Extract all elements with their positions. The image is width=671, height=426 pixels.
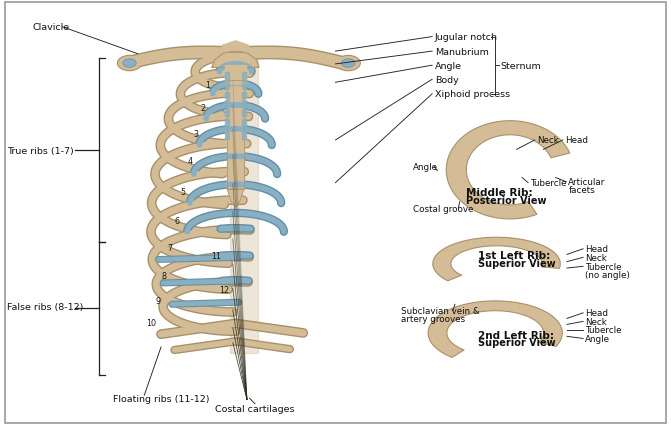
Text: artery grooves: artery grooves (401, 314, 465, 323)
Text: 4: 4 (188, 156, 193, 166)
Text: 5: 5 (180, 187, 185, 196)
Text: Head: Head (565, 136, 588, 145)
Text: Xiphoid process: Xiphoid process (435, 90, 510, 99)
Text: True ribs (1-7): True ribs (1-7) (7, 147, 73, 156)
Text: False ribs (8-12): False ribs (8-12) (7, 302, 83, 311)
Text: 12: 12 (219, 285, 229, 294)
Circle shape (123, 60, 136, 68)
Text: Floating ribs (11-12): Floating ribs (11-12) (113, 394, 209, 403)
Text: 1st Left Rib:: 1st Left Rib: (478, 250, 550, 261)
Circle shape (336, 56, 360, 72)
Text: Neck: Neck (585, 317, 607, 326)
Text: Costal groove: Costal groove (413, 204, 473, 213)
Polygon shape (212, 53, 259, 68)
Text: 9: 9 (155, 296, 160, 305)
Text: 2nd Left Rib:: 2nd Left Rib: (478, 330, 554, 340)
Text: facets: facets (568, 186, 595, 195)
Text: Angle: Angle (585, 334, 610, 343)
Text: Posterior View: Posterior View (466, 195, 547, 205)
Text: Head: Head (585, 308, 608, 318)
Text: Body: Body (435, 75, 458, 85)
Text: Costal cartilages: Costal cartilages (215, 403, 295, 413)
Text: Angle: Angle (435, 61, 462, 71)
Text: 2: 2 (200, 104, 205, 113)
Text: Superior View: Superior View (478, 258, 556, 268)
Text: Tubercle: Tubercle (585, 325, 621, 335)
Text: (no angle): (no angle) (585, 271, 630, 280)
Text: Superior View: Superior View (478, 337, 556, 348)
Text: 11: 11 (211, 251, 221, 260)
PathPatch shape (433, 238, 560, 281)
Text: Middle Rib:: Middle Rib: (466, 187, 533, 198)
Text: 7: 7 (168, 243, 173, 253)
Text: Articular: Articular (568, 178, 606, 187)
Text: Sternum: Sternum (501, 61, 541, 71)
Text: 3: 3 (193, 129, 199, 138)
Text: Manubrium: Manubrium (435, 47, 488, 57)
Text: Subclavian vein &: Subclavian vein & (401, 306, 479, 316)
Text: Tubercle: Tubercle (530, 178, 566, 188)
Circle shape (117, 56, 142, 72)
Text: 6: 6 (174, 216, 180, 225)
PathPatch shape (428, 301, 562, 357)
PathPatch shape (446, 121, 570, 219)
Text: 8: 8 (162, 271, 167, 281)
Text: Jugular notch: Jugular notch (435, 33, 498, 42)
Text: Head: Head (585, 245, 608, 254)
Circle shape (342, 60, 355, 68)
Text: 1: 1 (205, 81, 211, 90)
Polygon shape (221, 42, 250, 51)
Text: Tubercle: Tubercle (585, 262, 621, 271)
Text: Angle: Angle (413, 162, 437, 172)
Text: Neck: Neck (537, 136, 558, 145)
Text: Neck: Neck (585, 253, 607, 262)
Text: 10: 10 (146, 318, 156, 328)
Polygon shape (227, 190, 244, 208)
Text: Clavicle: Clavicle (32, 23, 69, 32)
